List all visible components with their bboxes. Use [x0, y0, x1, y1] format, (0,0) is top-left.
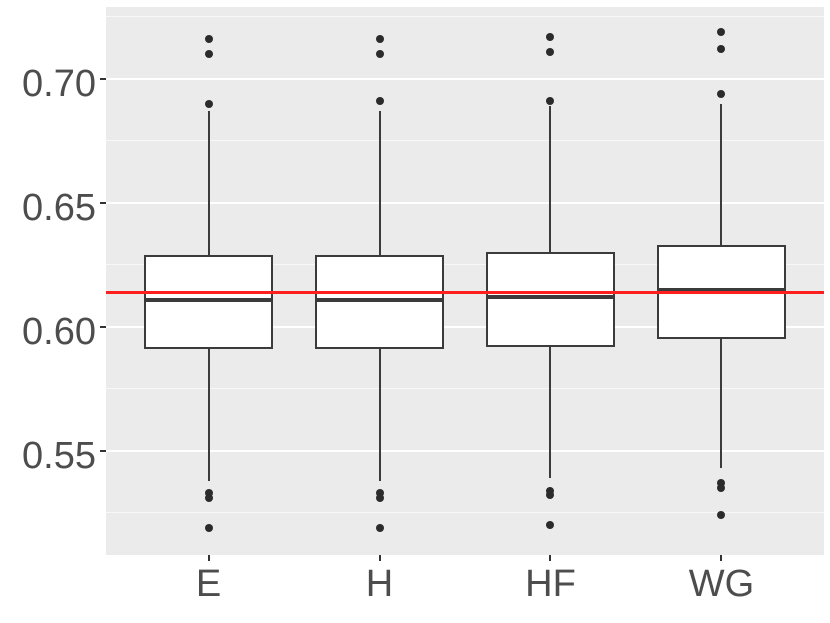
box-e [144, 254, 273, 350]
whisker-lower-hf [549, 346, 552, 479]
outlier-dot-hf [546, 47, 555, 56]
gridline-minor [106, 512, 824, 514]
y-tick-mark [100, 201, 106, 204]
y-tick-mark [100, 77, 106, 80]
outlier-dot-wg [717, 484, 726, 493]
whisker-upper-hf [549, 106, 552, 253]
whisker-upper-e [207, 111, 210, 255]
outlier-dot-h [375, 489, 384, 497]
x-tick-mark [720, 555, 723, 561]
whisker-upper-h [378, 111, 381, 255]
median-line-hf [486, 295, 615, 300]
y-tick-label: 0.55 [22, 434, 96, 477]
outlier-dot-wg [717, 89, 726, 98]
outlier-dot-h [375, 35, 384, 44]
reference-line [106, 290, 824, 294]
outlier-dot-hf [546, 32, 555, 41]
gridline-major [106, 77, 824, 80]
outlier-dot-wg [717, 27, 726, 36]
outlier-dot-e [204, 50, 213, 59]
outlier-dot-hf [546, 486, 555, 495]
outlier-dot-h [375, 50, 384, 59]
x-tick-label-hf: HF [525, 563, 576, 605]
outlier-dot-e [204, 489, 213, 497]
outlier-dot-h [375, 523, 384, 532]
outlier-dot-h [375, 493, 384, 502]
x-tick-label-wg: WG [688, 563, 755, 605]
y-tick-mark [100, 325, 106, 328]
y-tick-label: 0.60 [22, 310, 96, 353]
outlier-dot-hf [546, 521, 555, 530]
box-hf [486, 252, 615, 347]
outlier-dot-wg [717, 479, 726, 488]
outlier-dot-hf [546, 491, 555, 500]
chart-panel [106, 7, 824, 555]
x-tick-mark [378, 555, 381, 561]
outlier-dot-e [204, 493, 213, 502]
x-tick-mark [549, 555, 552, 561]
y-tick-label: 0.70 [22, 62, 96, 105]
y-tick-label: 0.65 [22, 186, 96, 229]
outlier-dot-e [204, 35, 213, 44]
gridline-minor [106, 140, 824, 142]
whisker-lower-e [207, 349, 210, 481]
outlier-dot-wg [717, 511, 726, 520]
gridline-major [106, 325, 824, 328]
outlier-dot-hf [546, 97, 555, 106]
whisker-lower-wg [720, 339, 723, 469]
gridline-minor [106, 264, 824, 266]
median-line-h [315, 297, 444, 302]
gridline-major [106, 201, 824, 204]
box-h [315, 254, 444, 350]
outlier-dot-wg [717, 45, 726, 54]
y-tick-mark [100, 449, 106, 452]
x-tick-label-h: H [365, 563, 394, 605]
median-line-e [144, 297, 273, 302]
whisker-upper-wg [720, 103, 723, 246]
gridline-major [106, 449, 824, 452]
gridline-minor [106, 16, 824, 18]
gridline-minor [106, 388, 824, 390]
median-line-wg [657, 287, 786, 292]
outlier-dot-h [375, 97, 384, 106]
x-tick-mark [207, 555, 210, 561]
outlier-dot-e [204, 523, 213, 532]
x-tick-label-e: E [195, 563, 222, 605]
whisker-lower-h [378, 349, 381, 481]
outlier-dot-e [204, 99, 213, 108]
